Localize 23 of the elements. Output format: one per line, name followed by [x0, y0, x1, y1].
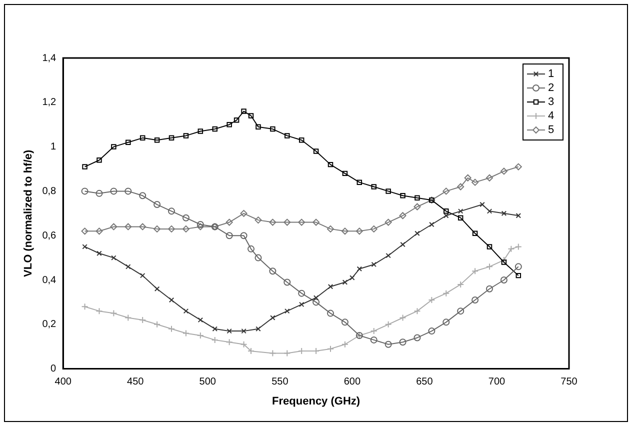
y-tick-label: 1 — [50, 142, 57, 153]
y-tick-label: 0,4 — [42, 274, 57, 286]
x-axis-title: Frequency (GHz) — [272, 395, 360, 408]
y-tick-label: 0,2 — [42, 319, 57, 330]
x-tick-label: 400 — [54, 376, 72, 388]
x-tick-label: 500 — [199, 376, 216, 388]
x-tick-label: 600 — [344, 376, 361, 388]
legend-label: 5 — [548, 124, 554, 136]
y-tick-label: 1,4 — [42, 52, 57, 64]
y-tick-label: 0,8 — [42, 186, 57, 197]
y-tick-label: 0 — [50, 364, 57, 375]
x-tick-label: 450 — [127, 376, 144, 388]
legend-label: 4 — [548, 110, 554, 122]
x-tick-label: 650 — [416, 376, 434, 388]
legend-label: 3 — [548, 96, 554, 108]
x-tick-label: 700 — [488, 376, 506, 388]
legend-label: 2 — [548, 82, 554, 94]
legend-label: 1 — [548, 68, 554, 80]
y-tick-label: 1,2 — [42, 97, 57, 108]
x-tick-label: 550 — [272, 376, 289, 388]
x-tick-label: 750 — [560, 376, 578, 388]
y-tick-label: 0,6 — [42, 230, 57, 242]
y-axis-title: VLO (normalized to hf/e) — [22, 150, 35, 277]
